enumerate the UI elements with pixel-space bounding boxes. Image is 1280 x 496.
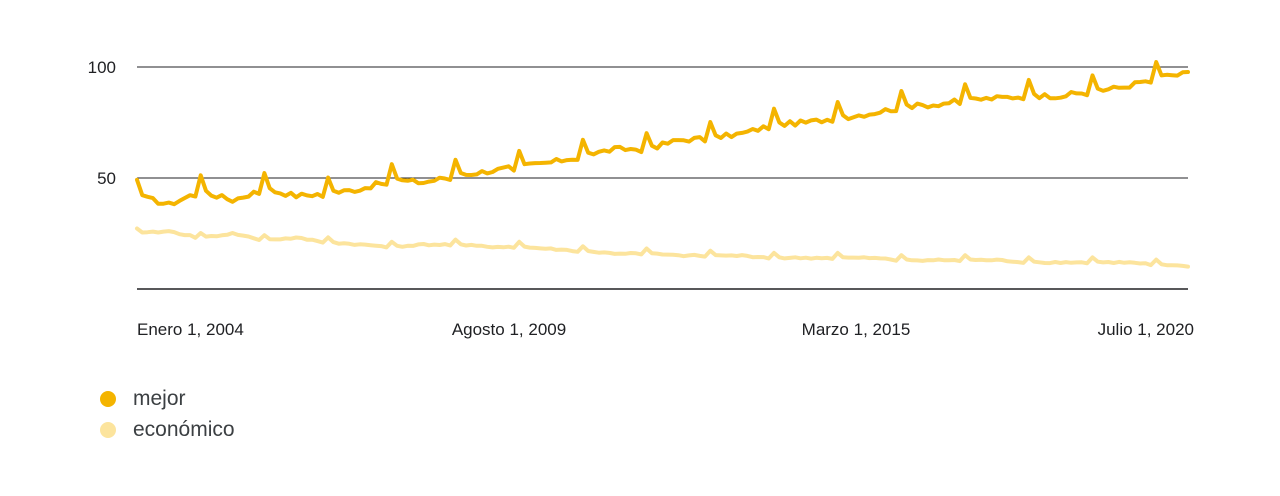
legend-swatch-mejor [100, 390, 116, 407]
x-tick-label: Enero 1, 2004 [137, 320, 244, 339]
x-tick-label: Marzo 1, 2015 [802, 320, 911, 339]
series-layer [135, 60, 1190, 269]
x-tick-label: Agosto 1, 2009 [452, 320, 566, 339]
y-tick-label: 50 [97, 169, 116, 188]
legend-swatch-economico [100, 421, 116, 438]
legend-item-economico: económico [100, 414, 235, 445]
x-tick-label: Julio 1, 2020 [1098, 320, 1194, 339]
legend-label-mejor: mejor [133, 386, 186, 410]
series-line-economico [135, 226, 1190, 269]
x-axis-ticks: Enero 1, 2004 Agosto 1, 2009 Marzo 1, 20… [137, 320, 1194, 339]
legend-item-mejor: mejor [100, 383, 235, 414]
legend-label-economico: económico [133, 417, 235, 441]
y-axis-ticks: 100 50 [88, 58, 116, 188]
grid [137, 66, 1188, 290]
y-tick-label: 100 [88, 58, 116, 77]
series-line-mejor [135, 60, 1190, 207]
legend: mejor económico [100, 383, 235, 445]
